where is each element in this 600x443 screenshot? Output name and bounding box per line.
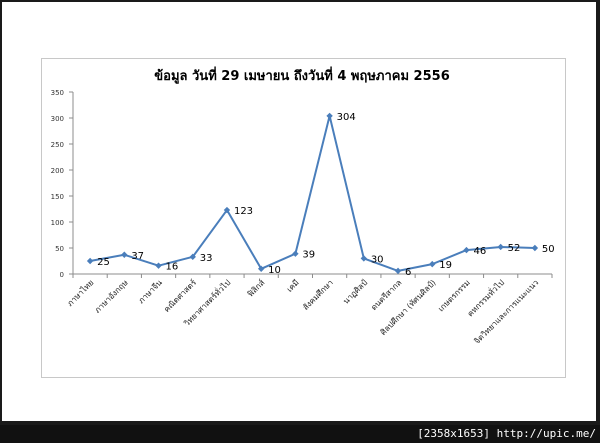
x-category-label: ภาษาไทย (65, 278, 95, 308)
x-category-label: ศิลปศึกษา (ทัศนศิลป์) (378, 277, 438, 337)
data-point-marker (463, 246, 470, 254)
x-category-label: สังคมศึกษา (301, 278, 335, 312)
y-tick-label: 200 (51, 167, 64, 175)
y-tick-label: 350 (51, 89, 64, 97)
chart-title: ข้อมูล วันที่ 29 เมษายน ถึงวันที่ 4 พฤษภ… (154, 66, 450, 84)
data-point-marker (360, 255, 368, 262)
data-point-marker (155, 262, 162, 269)
y-tick-label: 300 (51, 115, 64, 123)
data-label: 304 (337, 112, 356, 123)
data-point-marker (189, 253, 196, 261)
x-category-label: เคมี (285, 278, 301, 294)
data-label: 123 (234, 206, 253, 217)
data-point-marker (292, 250, 299, 257)
data-point-marker (86, 257, 94, 265)
y-tick-label: 0 (60, 271, 64, 279)
data-point-marker (257, 265, 265, 272)
line-chart: ข้อมูล วันที่ 29 เมษายน ถึงวันที่ 4 พฤษภ… (51, 66, 555, 346)
watermark-text: [2358x1653] http://upic.me/ (417, 427, 596, 440)
data-point-marker (326, 112, 333, 120)
x-category-label: เกษตรกรรม (436, 278, 471, 313)
data-label: 50 (542, 244, 555, 255)
data-point-marker (429, 260, 436, 268)
data-label: 25 (97, 257, 110, 268)
chart-frame: ข้อมูล วันที่ 29 เมษายน ถึงวันที่ 4 พฤษภ… (0, 0, 600, 425)
y-tick-label: 50 (55, 245, 64, 253)
y-tick-label: 150 (51, 193, 64, 201)
y-tick-label: 250 (51, 141, 64, 149)
data-point-marker (121, 251, 128, 258)
x-category-label: ภาษาจีน (137, 278, 165, 306)
data-label: 30 (371, 254, 384, 265)
x-category-label: ฟิสิกส์ (245, 277, 267, 299)
x-category-label: คณิตศาสตร์ (161, 277, 198, 314)
x-category-label: ดนตรีสากล (369, 278, 403, 312)
x-category-label: ภาษาอังกฤษ (93, 278, 130, 315)
data-label: 39 (302, 250, 315, 261)
data-label: 52 (508, 243, 521, 254)
bottom-bar: [2358x1653] http://upic.me/ (0, 425, 600, 443)
data-label: 33 (200, 253, 213, 264)
data-point-marker (223, 206, 231, 214)
data-label: 10 (268, 265, 281, 276)
data-point-marker (394, 267, 402, 275)
x-category-label: นาฏศิลป์ (341, 277, 370, 306)
data-point-marker (531, 244, 539, 252)
data-label: 37 (131, 251, 144, 262)
data-point-marker (497, 243, 504, 251)
x-category-label: จิตวิทยาและการแนะแนว (472, 278, 540, 346)
data-label: 19 (439, 260, 452, 271)
data-label: 16 (166, 262, 179, 273)
data-label: 46 (473, 246, 486, 257)
y-tick-label: 100 (51, 219, 64, 227)
series-line (89, 114, 535, 272)
data-label: 6 (405, 267, 411, 278)
